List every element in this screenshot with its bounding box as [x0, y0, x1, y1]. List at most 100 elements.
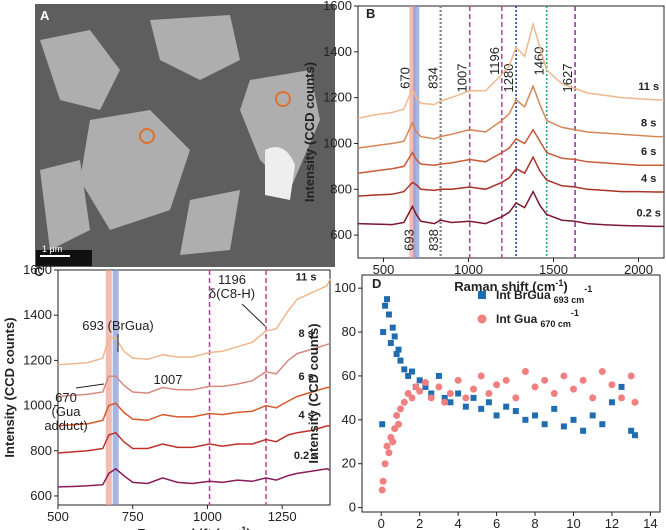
y-tick-label: 1200 — [323, 90, 352, 105]
data-point — [541, 376, 549, 384]
series-label: 8 s — [641, 118, 656, 130]
x-axis-title: Raman shift (cm-1) — [137, 525, 251, 530]
series-line — [357, 128, 664, 174]
annotation: adduct) — [44, 418, 87, 433]
particles — [40, 15, 320, 255]
reference-label: 1280 — [501, 64, 516, 93]
data-point — [421, 379, 429, 387]
data-point — [428, 390, 435, 397]
series-line — [357, 21, 664, 120]
data-point — [608, 381, 616, 389]
x-tick-label: 4 — [455, 516, 462, 530]
data-point — [380, 329, 387, 336]
data-point — [395, 420, 403, 428]
y-tick-label: 600 — [330, 227, 352, 242]
data-point — [551, 405, 558, 412]
data-point — [522, 416, 529, 423]
data-point — [589, 394, 597, 402]
chart: 02468101214020406080100time (s)Intensity… — [306, 274, 661, 530]
reference-band — [112, 270, 119, 505]
data-point — [378, 486, 386, 494]
data-point — [441, 394, 448, 401]
panel-label: B — [366, 6, 375, 21]
legend-sub: 693 cm — [554, 295, 585, 305]
data-point — [485, 390, 493, 397]
data-point — [441, 398, 449, 406]
series-label: 11 s — [296, 272, 317, 284]
series-label: 4 s — [641, 173, 656, 185]
x-tick-label: 1500 — [539, 262, 568, 277]
annotation: 693 (BrGua) — [82, 318, 154, 333]
y-tick-label: 1600 — [323, 0, 352, 13]
legend-sub: 670 cm — [540, 319, 571, 329]
sem-image: 1 μm A — [35, 4, 335, 267]
series-line — [57, 278, 331, 366]
y-tick-label: 20 — [342, 456, 356, 471]
legend-label: Int Gua 670 cm-1 — [496, 308, 579, 329]
data-point — [382, 302, 389, 309]
data-point — [470, 385, 478, 393]
y-tick-label: 1600 — [23, 262, 52, 277]
series-label: 4 s — [298, 409, 313, 421]
data-point — [383, 442, 391, 450]
legend-sup: -1 — [584, 284, 592, 294]
data-point — [462, 394, 470, 402]
series-label: 11 s — [638, 81, 659, 93]
panel-label: A — [40, 8, 50, 23]
y-tick-label: 0 — [349, 500, 356, 515]
y-axis-title: Intensity (CCD counts) — [306, 323, 321, 463]
series-line — [357, 155, 664, 197]
y-tick-label: 1400 — [23, 307, 52, 322]
annotation: 670 — [55, 390, 77, 405]
data-point — [416, 377, 423, 384]
data-point — [401, 366, 408, 373]
plot-frame — [361, 274, 661, 513]
data-point — [503, 403, 510, 410]
x-tick-label: 500 — [47, 509, 69, 524]
data-point — [389, 324, 396, 331]
reference-label: 1460 — [532, 47, 547, 76]
x-tick-label: 8 — [531, 516, 538, 530]
data-point — [631, 398, 639, 406]
annotation-arrow — [75, 383, 105, 389]
data-point — [393, 411, 401, 419]
data-point — [589, 412, 596, 419]
x-tick-label: 750 — [122, 509, 144, 524]
data-point — [405, 372, 412, 379]
data-point — [512, 394, 520, 402]
data-point — [446, 390, 454, 397]
data-point — [541, 421, 548, 428]
data-point — [389, 438, 397, 446]
highlight-circle — [139, 128, 155, 144]
data-point — [632, 432, 639, 439]
data-point — [532, 412, 539, 419]
annotation: 1196 — [218, 272, 246, 287]
data-point — [493, 381, 501, 389]
x-tick-label: 2 — [416, 516, 423, 530]
series-line — [57, 425, 330, 454]
y-tick-label: 60 — [342, 368, 356, 383]
x-axis-title-text: Raman shift (cm — [454, 279, 555, 294]
data-point — [550, 390, 558, 397]
x-tick-label: 1000 — [454, 262, 483, 277]
data-point — [422, 383, 429, 390]
data-point — [580, 427, 587, 434]
data-point — [435, 372, 442, 379]
data-point — [598, 368, 606, 376]
legend-marker — [477, 314, 487, 324]
panel-label: D — [372, 276, 381, 291]
crystal — [265, 147, 295, 200]
series-label: 6 s — [641, 146, 656, 158]
x-tick-label: 14 — [643, 516, 657, 530]
legend-label: Int BrGua 693 cm-1 — [496, 284, 592, 305]
y-tick-label: 100 — [334, 280, 356, 295]
data-point — [427, 394, 435, 402]
y-axis-title: Intensity (CCD counts) — [2, 317, 17, 457]
series-line — [57, 467, 331, 488]
y-tick-label: 1000 — [23, 398, 52, 413]
data-point — [618, 383, 625, 390]
data-point — [627, 372, 635, 380]
data-point — [383, 296, 390, 303]
series-label: 8 s — [298, 328, 313, 340]
